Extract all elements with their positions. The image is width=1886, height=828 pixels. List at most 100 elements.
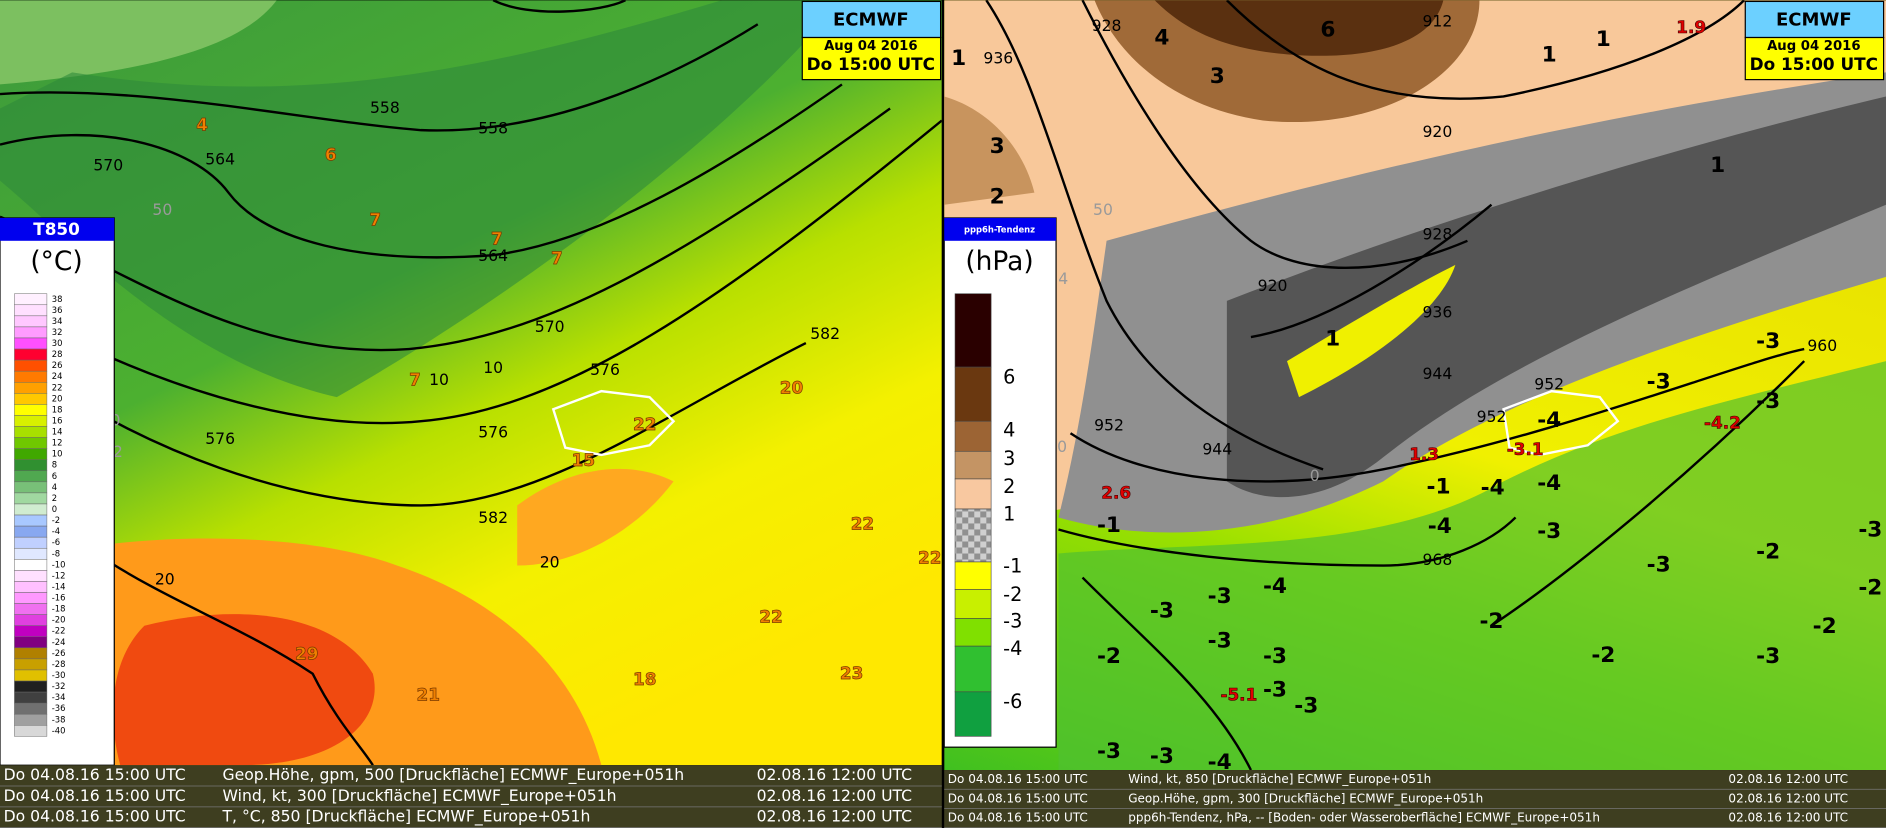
contour-label: 0 bbox=[1057, 437, 1067, 456]
contour-label: 10 bbox=[483, 358, 503, 377]
contour-label: 936 bbox=[1422, 302, 1452, 321]
tendency-label: -3 bbox=[1537, 519, 1561, 544]
legend-label: -34 bbox=[52, 692, 66, 702]
legend-label: 1 bbox=[1003, 503, 1015, 526]
tendency-label: -3 bbox=[1294, 693, 1318, 718]
contour-label: 50 bbox=[1093, 200, 1113, 219]
legend-label: -1 bbox=[1003, 554, 1022, 577]
contour-label: 968 bbox=[1422, 550, 1452, 569]
header-time: Do 15:00 UTC bbox=[1750, 54, 1878, 74]
legend-swatch bbox=[14, 525, 48, 538]
legend-label: 20 bbox=[52, 393, 63, 403]
header-model-box bbox=[801, 0, 942, 39]
map-shade bbox=[0, 0, 277, 85]
country-outline bbox=[1502, 389, 1620, 457]
contour-line bbox=[1226, 0, 1745, 100]
legend-swatch bbox=[14, 448, 48, 460]
legend-label: 24 bbox=[52, 371, 63, 381]
value-label: 22 bbox=[759, 606, 782, 626]
legend-swatch bbox=[954, 589, 992, 619]
legend-title: ppp6h-Tendenz bbox=[964, 224, 1035, 234]
legend-title-bar bbox=[0, 217, 115, 241]
legend-swatch bbox=[14, 547, 48, 560]
footer-run-time: 02.08.16 12:00 UTC bbox=[1728, 791, 1848, 805]
legend-label: 4 bbox=[52, 482, 57, 492]
contour-line bbox=[985, 0, 1324, 471]
tendency-label: -2 bbox=[1097, 644, 1121, 669]
value-label: 22 bbox=[851, 514, 874, 534]
contour-label: 0 bbox=[110, 411, 120, 430]
extreme-label: -4.2 bbox=[1704, 413, 1741, 433]
legend-swatch bbox=[14, 603, 48, 615]
footer-valid-time: Do 04.08.16 15:00 UTC bbox=[4, 807, 186, 826]
legend-label: 32 bbox=[52, 327, 63, 337]
country-outline bbox=[551, 389, 676, 457]
legend-swatch bbox=[14, 691, 48, 704]
legend-swatch bbox=[14, 293, 48, 306]
tendency-label: 4 bbox=[1154, 26, 1169, 51]
legend-swatch bbox=[14, 536, 48, 549]
legend-label: -36 bbox=[52, 703, 66, 713]
contour-label: 10 bbox=[429, 370, 449, 389]
tendency-label: 6 bbox=[1320, 17, 1335, 42]
legend-swatch bbox=[14, 625, 48, 638]
value-label: 7 bbox=[369, 209, 381, 229]
contour-label: 4 bbox=[1058, 269, 1068, 288]
contour-line bbox=[1081, 0, 1468, 270]
header-time-box bbox=[1744, 36, 1885, 81]
tendency-label: -3 bbox=[1756, 389, 1780, 414]
legend-label: 8 bbox=[52, 460, 57, 470]
footer-valid-time: Do 04.08.16 15:00 UTC bbox=[948, 772, 1088, 786]
legend-swatch bbox=[954, 366, 992, 422]
contour-label: 20 bbox=[155, 569, 175, 588]
contour-label: 582 bbox=[478, 508, 508, 527]
map-labels: 928 936 912 920 928 920 936 944 952 952 944 952 960 9… bbox=[951, 11, 1882, 770]
legend-swatch bbox=[14, 592, 48, 604]
tendency-label: -3 bbox=[1097, 739, 1121, 764]
contour-label: 564 bbox=[478, 246, 508, 265]
footer-description: T, °C, 850 [Druckfläche] ECMWF_Europe+05… bbox=[222, 807, 591, 827]
contour-label: 20 bbox=[540, 553, 560, 572]
contour-line bbox=[492, 0, 626, 13]
contour-line bbox=[0, 107, 891, 352]
legend-label: -2 bbox=[1003, 583, 1022, 606]
contour-label: 928 bbox=[1092, 16, 1122, 35]
tendency-label: -3 bbox=[1150, 598, 1174, 623]
tendency-label: -4 bbox=[1263, 574, 1287, 599]
legend-scale: 6 4 3 2 1 -1 -2 -3 -4 -6 bbox=[954, 293, 1022, 737]
legend-label: -24 bbox=[52, 637, 66, 647]
extreme-label: 1.3 bbox=[1409, 444, 1439, 464]
legend-swatch bbox=[14, 581, 48, 593]
legend-label: -18 bbox=[52, 604, 66, 614]
tendency-label: -3 bbox=[1756, 644, 1780, 669]
legend-swatch bbox=[14, 359, 48, 372]
legend-swatch bbox=[954, 691, 992, 737]
legend-label: 26 bbox=[52, 360, 63, 370]
tendency-label: -3 bbox=[1263, 678, 1287, 703]
legend-label: -2 bbox=[52, 515, 60, 525]
legend-label: -16 bbox=[52, 593, 66, 603]
value-label: 29 bbox=[295, 644, 318, 664]
legend-label: 3 bbox=[1003, 447, 1015, 470]
value-label: 22 bbox=[918, 547, 941, 567]
header-model-box bbox=[1744, 0, 1885, 39]
map-shade bbox=[1287, 264, 1456, 398]
tendency-label: 1 bbox=[1542, 43, 1557, 68]
legend-swatch bbox=[954, 420, 992, 452]
contour-label: 920 bbox=[1422, 122, 1452, 141]
contour-line bbox=[1058, 516, 1517, 567]
legend-label: -8 bbox=[52, 548, 60, 558]
legend-label: 34 bbox=[52, 316, 63, 326]
legend-label: 28 bbox=[52, 349, 63, 359]
extreme-label: -5.1 bbox=[1220, 684, 1257, 704]
legend-label: -6 bbox=[52, 537, 60, 547]
contour-line bbox=[0, 83, 843, 259]
legend-swatch bbox=[954, 450, 992, 480]
map-shade bbox=[113, 614, 375, 766]
tendency-label: 1 bbox=[1710, 153, 1725, 178]
tendency-label: -2 bbox=[1813, 614, 1837, 639]
contour-line bbox=[1490, 360, 1806, 627]
legend-label: -30 bbox=[52, 670, 66, 680]
legend-label: -4 bbox=[1003, 637, 1022, 660]
